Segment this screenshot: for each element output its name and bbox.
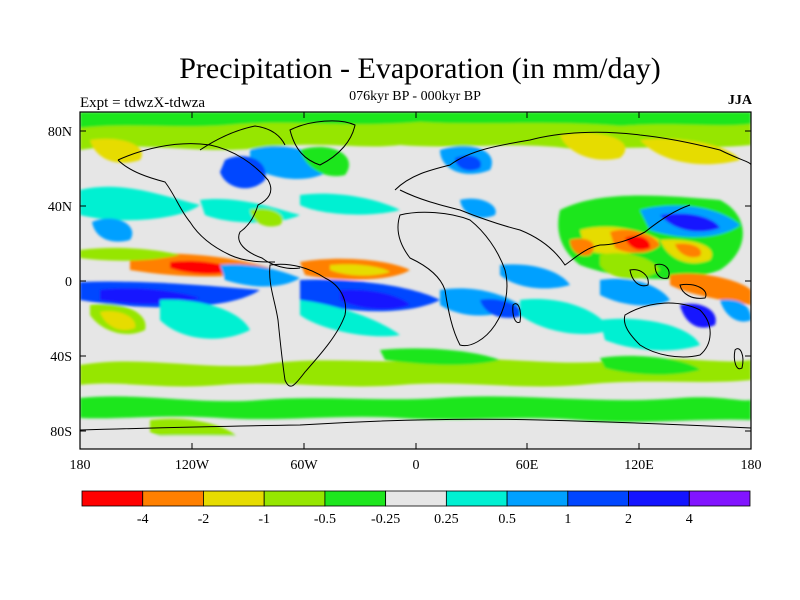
colorbar-swatch	[203, 490, 265, 507]
colorbar-swatch	[142, 490, 204, 507]
colorbar-swatch	[385, 490, 447, 507]
colorbar-label: 2	[625, 512, 632, 527]
colorbar-label: 4	[686, 512, 693, 527]
map-subtitle: 076kyr BP - 000kyr BP	[349, 89, 481, 104]
colorbar-label: 1	[564, 512, 571, 527]
map-background	[80, 112, 751, 449]
lat-axis: 80N 40N 0 40S 80S	[48, 125, 751, 440]
colorbar-swatch	[688, 490, 751, 507]
colorbar-swatch	[81, 490, 144, 507]
colorbar-label: -4	[137, 512, 149, 527]
lon-tick-label: 180	[70, 458, 91, 473]
coastlines	[80, 120, 751, 431]
lat-tick-label: 40S	[50, 350, 72, 365]
contour-fill	[80, 112, 751, 449]
colorbar-label: -0.5	[314, 512, 336, 527]
colorbar-label: 0.5	[498, 512, 516, 527]
season-label: JJA	[727, 93, 752, 108]
colorbar-label: -0.25	[371, 512, 400, 527]
lon-tick-label: 60E	[516, 458, 539, 473]
colorbar-swatch	[263, 490, 326, 507]
colorbar: -4 -2 -1 -0.5 -0.25 0.25 0.5 1 2 4	[81, 490, 751, 527]
lat-tick-label: 0	[65, 275, 72, 290]
colorbar-label: -2	[198, 512, 210, 527]
colorbar-swatch	[506, 490, 569, 507]
colorbar-swatch	[324, 490, 387, 507]
lon-tick-label: 60W	[290, 458, 318, 473]
lon-tick-label: 120W	[175, 458, 210, 473]
colorbar-swatch	[628, 490, 690, 507]
colorbar-swatch	[445, 490, 508, 507]
lat-tick-label: 40N	[48, 200, 72, 215]
lat-tick-label: 80S	[50, 425, 72, 440]
lat-tick-label: 80N	[48, 125, 72, 140]
lon-axis: 180 120W 60W 0 60E 120E 180	[70, 112, 762, 473]
colorbar-swatch	[567, 490, 629, 507]
lon-tick-label: 0	[413, 458, 420, 473]
colorbar-label: 0.25	[434, 512, 459, 527]
map-panel	[80, 112, 751, 449]
experiment-label: Expt = tdwzX-tdwza	[80, 95, 206, 111]
colorbar-label: -1	[258, 512, 270, 527]
lon-tick-label: 120E	[624, 458, 654, 473]
page-title: Precipitation - Evaporation (in mm/day)	[179, 52, 661, 85]
lon-tick-label: 180	[741, 458, 762, 473]
